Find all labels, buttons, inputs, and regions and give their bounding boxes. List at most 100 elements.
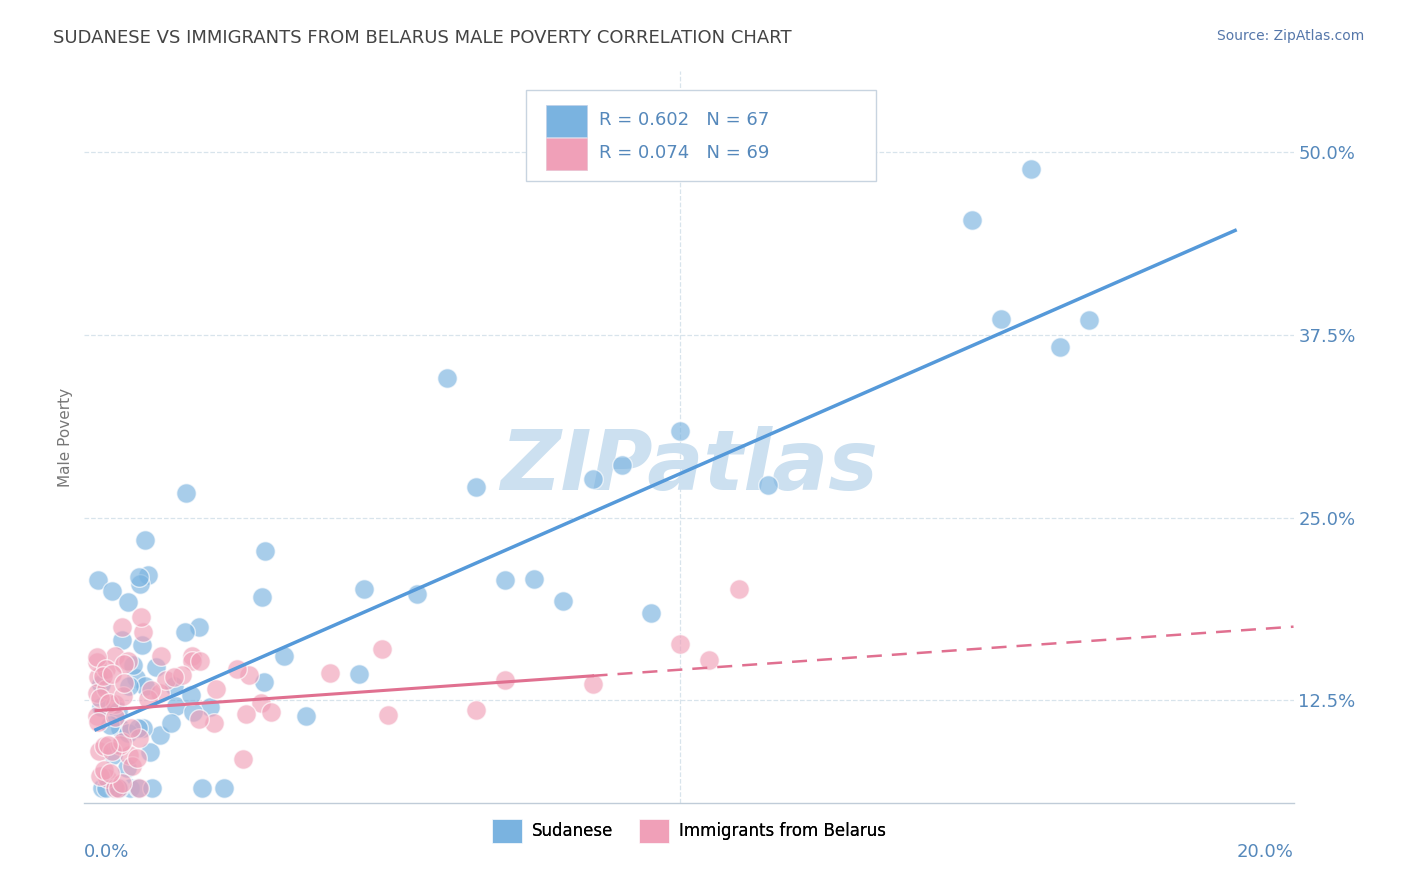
Point — [93, 763, 115, 777]
Point — [107, 781, 129, 796]
Point — [87, 744, 110, 758]
Point — [250, 696, 273, 710]
Point — [756, 478, 779, 492]
Point — [128, 569, 150, 583]
Point — [163, 670, 186, 684]
Point — [464, 480, 486, 494]
Point — [226, 662, 249, 676]
Point — [260, 705, 283, 719]
Point — [111, 620, 134, 634]
Point — [180, 688, 202, 702]
FancyBboxPatch shape — [547, 138, 588, 170]
Point — [93, 739, 115, 753]
FancyBboxPatch shape — [547, 105, 588, 137]
Point — [669, 424, 692, 438]
Point — [104, 710, 127, 724]
Text: ZIPatlas: ZIPatlas — [501, 425, 877, 507]
Point — [181, 654, 204, 668]
Point — [128, 731, 150, 746]
Point — [136, 691, 159, 706]
Point — [134, 679, 156, 693]
Point — [149, 686, 172, 700]
Point — [464, 703, 486, 717]
Point — [90, 781, 112, 796]
Point — [494, 673, 516, 688]
Point — [640, 606, 662, 620]
Point — [120, 721, 142, 735]
Point — [235, 707, 257, 722]
Point — [94, 682, 117, 697]
Point — [117, 748, 139, 763]
Point — [103, 697, 125, 711]
Point — [238, 668, 260, 682]
Point — [960, 213, 983, 227]
Point — [669, 637, 692, 651]
Point — [202, 716, 225, 731]
Point — [165, 699, 187, 714]
Point — [134, 533, 156, 548]
Point — [128, 781, 150, 796]
Point — [172, 668, 194, 682]
Point — [174, 624, 197, 639]
Point — [347, 666, 370, 681]
Point — [97, 738, 120, 752]
Y-axis label: Male Poverty: Male Poverty — [58, 387, 73, 487]
Point — [139, 682, 162, 697]
Point — [86, 655, 108, 669]
Point — [127, 781, 149, 796]
Point — [91, 668, 114, 682]
Point — [212, 781, 235, 796]
Text: 20.0%: 20.0% — [1237, 843, 1294, 861]
Point — [141, 781, 163, 796]
Point — [94, 781, 117, 796]
Point — [250, 591, 273, 605]
Point — [406, 587, 429, 601]
Point — [101, 744, 124, 758]
Text: Source: ZipAtlas.com: Source: ZipAtlas.com — [1216, 29, 1364, 43]
Point — [232, 752, 254, 766]
Point — [198, 699, 221, 714]
Point — [118, 781, 141, 796]
Point — [581, 677, 603, 691]
Point — [125, 750, 148, 764]
Point — [553, 593, 575, 607]
Point — [101, 583, 124, 598]
Point — [108, 738, 131, 752]
Point — [104, 649, 127, 664]
Point — [494, 574, 516, 588]
Point — [98, 766, 121, 780]
Point — [122, 658, 145, 673]
Text: 0.0%: 0.0% — [84, 843, 129, 861]
Point — [121, 759, 143, 773]
Legend: Sudanese, Immigrants from Belarus: Sudanese, Immigrants from Belarus — [485, 813, 893, 849]
Point — [96, 662, 118, 676]
Point — [115, 761, 138, 775]
Text: R = 0.602   N = 67: R = 0.602 N = 67 — [599, 112, 769, 129]
Point — [89, 691, 111, 706]
Point — [273, 649, 295, 664]
Point — [104, 781, 127, 796]
Point — [112, 675, 135, 690]
Point — [295, 708, 318, 723]
Point — [111, 689, 134, 703]
Point — [162, 679, 184, 693]
Point — [187, 620, 209, 634]
Point — [87, 573, 110, 587]
Point — [581, 472, 603, 486]
Point — [353, 582, 375, 596]
Point — [377, 708, 399, 723]
Point — [86, 709, 108, 723]
Point — [371, 641, 394, 656]
Point — [117, 725, 139, 739]
Point — [1049, 341, 1071, 355]
Point — [149, 728, 172, 742]
Point — [117, 654, 139, 668]
Point — [103, 781, 125, 796]
Point — [86, 650, 108, 665]
Point — [727, 582, 749, 597]
Point — [139, 745, 162, 759]
Point — [100, 667, 122, 681]
Point — [117, 594, 139, 608]
Point — [87, 670, 110, 684]
Point — [191, 781, 214, 796]
